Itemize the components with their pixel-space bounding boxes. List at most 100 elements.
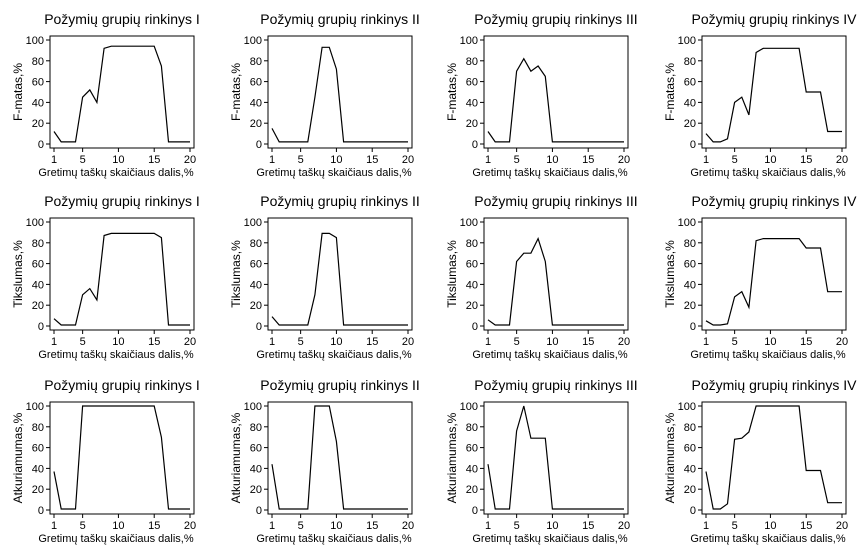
x-tick-label: 15 <box>582 154 594 166</box>
y-tick-label: 40 <box>250 279 262 291</box>
y-tick-label: 60 <box>250 443 262 455</box>
plot-frame <box>483 35 629 149</box>
x-axis-label: Gretimų taškų skaičiaus dalis,% <box>256 533 411 545</box>
series-line <box>53 45 190 143</box>
y-tick-label: 0 <box>256 321 262 333</box>
x-tick-label: 5 <box>80 336 86 348</box>
plot-frame <box>49 217 195 331</box>
x-tick-label: 5 <box>732 520 738 532</box>
x-tick-label: 10 <box>330 336 342 348</box>
x-tick-label: 20 <box>184 336 196 348</box>
y-tick-label: 20 <box>684 118 696 130</box>
x-tick-label: 20 <box>184 520 196 532</box>
chart-title: Požymių grupių rinkinys II <box>260 193 420 209</box>
y-tick-label: 80 <box>684 422 696 434</box>
chart-panel: Požymių grupių rinkinys III 0 20 40 60 80 100 1… <box>445 377 638 545</box>
chart-title: Požymių grupių rinkinys IV <box>692 193 858 209</box>
series-line <box>705 405 842 510</box>
y-tick-label: 80 <box>250 422 262 434</box>
y-tick-label: 60 <box>32 259 44 271</box>
y-tick-label: 0 <box>38 139 44 151</box>
series-line <box>705 47 842 143</box>
x-axis-label: Gretimų taškų skaičiaus dalis,% <box>690 167 845 179</box>
y-tick-label: 80 <box>32 422 44 434</box>
series-line <box>487 57 624 143</box>
x-tick-label: 5 <box>514 154 520 166</box>
y-tick-label: 0 <box>690 505 696 517</box>
plot-frame <box>701 217 847 331</box>
y-tick-label: 60 <box>32 77 44 89</box>
y-tick-label: 80 <box>250 56 262 68</box>
y-axis-label: Atkuriamumas,% <box>229 412 243 503</box>
x-tick-label: 1 <box>703 336 709 348</box>
y-tick-label: 20 <box>250 484 262 496</box>
chart-panel: Požymių grupių rinkinys III 0 20 40 60 80 100 1… <box>445 11 638 179</box>
x-tick-label: 15 <box>800 336 812 348</box>
y-tick-label: 40 <box>466 279 478 291</box>
x-tick-label: 15 <box>800 520 812 532</box>
x-tick-label: 5 <box>298 336 304 348</box>
y-axis-label: Tikslumas,% <box>663 240 677 308</box>
x-tick-label: 1 <box>269 154 275 166</box>
x-tick-label: 20 <box>836 154 848 166</box>
x-tick-label: 15 <box>148 520 160 532</box>
x-tick-label: 1 <box>269 336 275 348</box>
y-axis-label: Tikslumas,% <box>229 240 243 308</box>
series-line <box>705 237 842 326</box>
y-tick-label: 0 <box>256 505 262 517</box>
x-tick-label: 5 <box>732 154 738 166</box>
x-tick-label: 5 <box>514 336 520 348</box>
x-tick-label: 20 <box>184 154 196 166</box>
chart-title: Požymių grupių rinkinys IV <box>692 11 858 27</box>
y-axis-label: Atkuriamumas,% <box>11 412 25 503</box>
x-tick-label: 15 <box>800 154 812 166</box>
y-tick-label: 0 <box>256 139 262 151</box>
x-tick-label: 15 <box>148 154 160 166</box>
y-tick-label: 40 <box>250 463 262 475</box>
series-line <box>487 236 624 326</box>
x-axis-label: Gretimų taškų skaičiaus dalis,% <box>690 533 845 545</box>
y-axis-label: F-matas,% <box>229 63 243 121</box>
y-tick-label: 80 <box>32 238 44 250</box>
y-tick-label: 60 <box>466 77 478 89</box>
y-tick-label: 40 <box>32 97 44 109</box>
y-tick-label: 60 <box>684 259 696 271</box>
x-tick-label: 10 <box>112 520 124 532</box>
x-tick-label: 15 <box>366 154 378 166</box>
x-tick-label: 10 <box>546 154 558 166</box>
x-axis-label: Gretimų taškų skaičiaus dalis,% <box>38 167 193 179</box>
x-tick-label: 1 <box>485 336 491 348</box>
y-tick-label: 0 <box>472 321 478 333</box>
y-tick-label: 100 <box>460 35 478 47</box>
x-axis-label: Gretimų taškų skaičiaus dalis,% <box>690 349 845 361</box>
y-tick-label: 60 <box>466 259 478 271</box>
x-tick-label: 10 <box>546 520 558 532</box>
y-tick-label: 20 <box>684 484 696 496</box>
y-tick-label: 80 <box>684 238 696 250</box>
plot-frame <box>267 217 413 331</box>
plot-frame <box>483 401 629 515</box>
y-tick-label: 100 <box>460 217 478 229</box>
y-tick-label: 20 <box>466 484 478 496</box>
y-tick-label: 40 <box>466 463 478 475</box>
y-tick-label: 0 <box>690 139 696 151</box>
x-tick-label: 10 <box>112 336 124 348</box>
x-tick-label: 15 <box>366 336 378 348</box>
x-tick-label: 5 <box>80 154 86 166</box>
x-axis-label: Gretimų taškų skaičiaus dalis,% <box>472 349 627 361</box>
x-axis-label: Gretimų taškų skaičiaus dalis,% <box>472 167 627 179</box>
chart-title: Požymių grupių rinkinys IV <box>692 377 858 393</box>
y-tick-label: 20 <box>466 118 478 130</box>
y-tick-label: 20 <box>32 118 44 130</box>
y-tick-label: 100 <box>678 217 696 229</box>
y-tick-label: 80 <box>466 56 478 68</box>
x-tick-label: 1 <box>51 154 57 166</box>
series-line <box>487 405 624 510</box>
x-tick-label: 1 <box>51 520 57 532</box>
y-tick-label: 80 <box>684 56 696 68</box>
